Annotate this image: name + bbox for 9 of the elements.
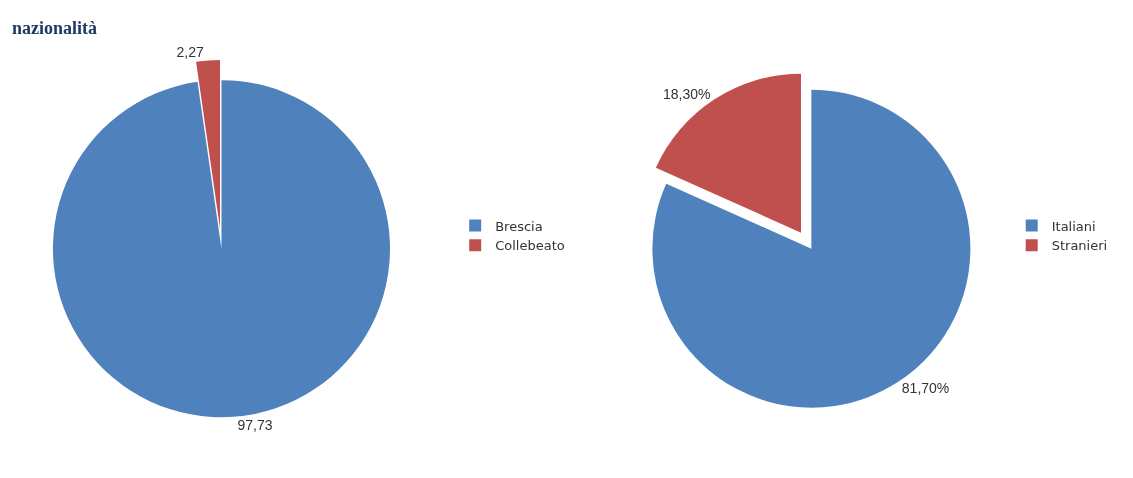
legend-label: Italiani <box>1051 218 1096 234</box>
data-label: 97,73 <box>237 416 273 433</box>
data-label: 2,27 <box>176 44 205 61</box>
chart-title: nazionalità <box>12 18 98 38</box>
legend-label: Collebeato <box>495 238 565 254</box>
legend-label: Stranieri <box>1051 238 1108 254</box>
legend-label: Brescia <box>495 218 543 234</box>
data-label: 81,70% <box>901 379 950 396</box>
data-label: 18,30% <box>663 85 711 102</box>
